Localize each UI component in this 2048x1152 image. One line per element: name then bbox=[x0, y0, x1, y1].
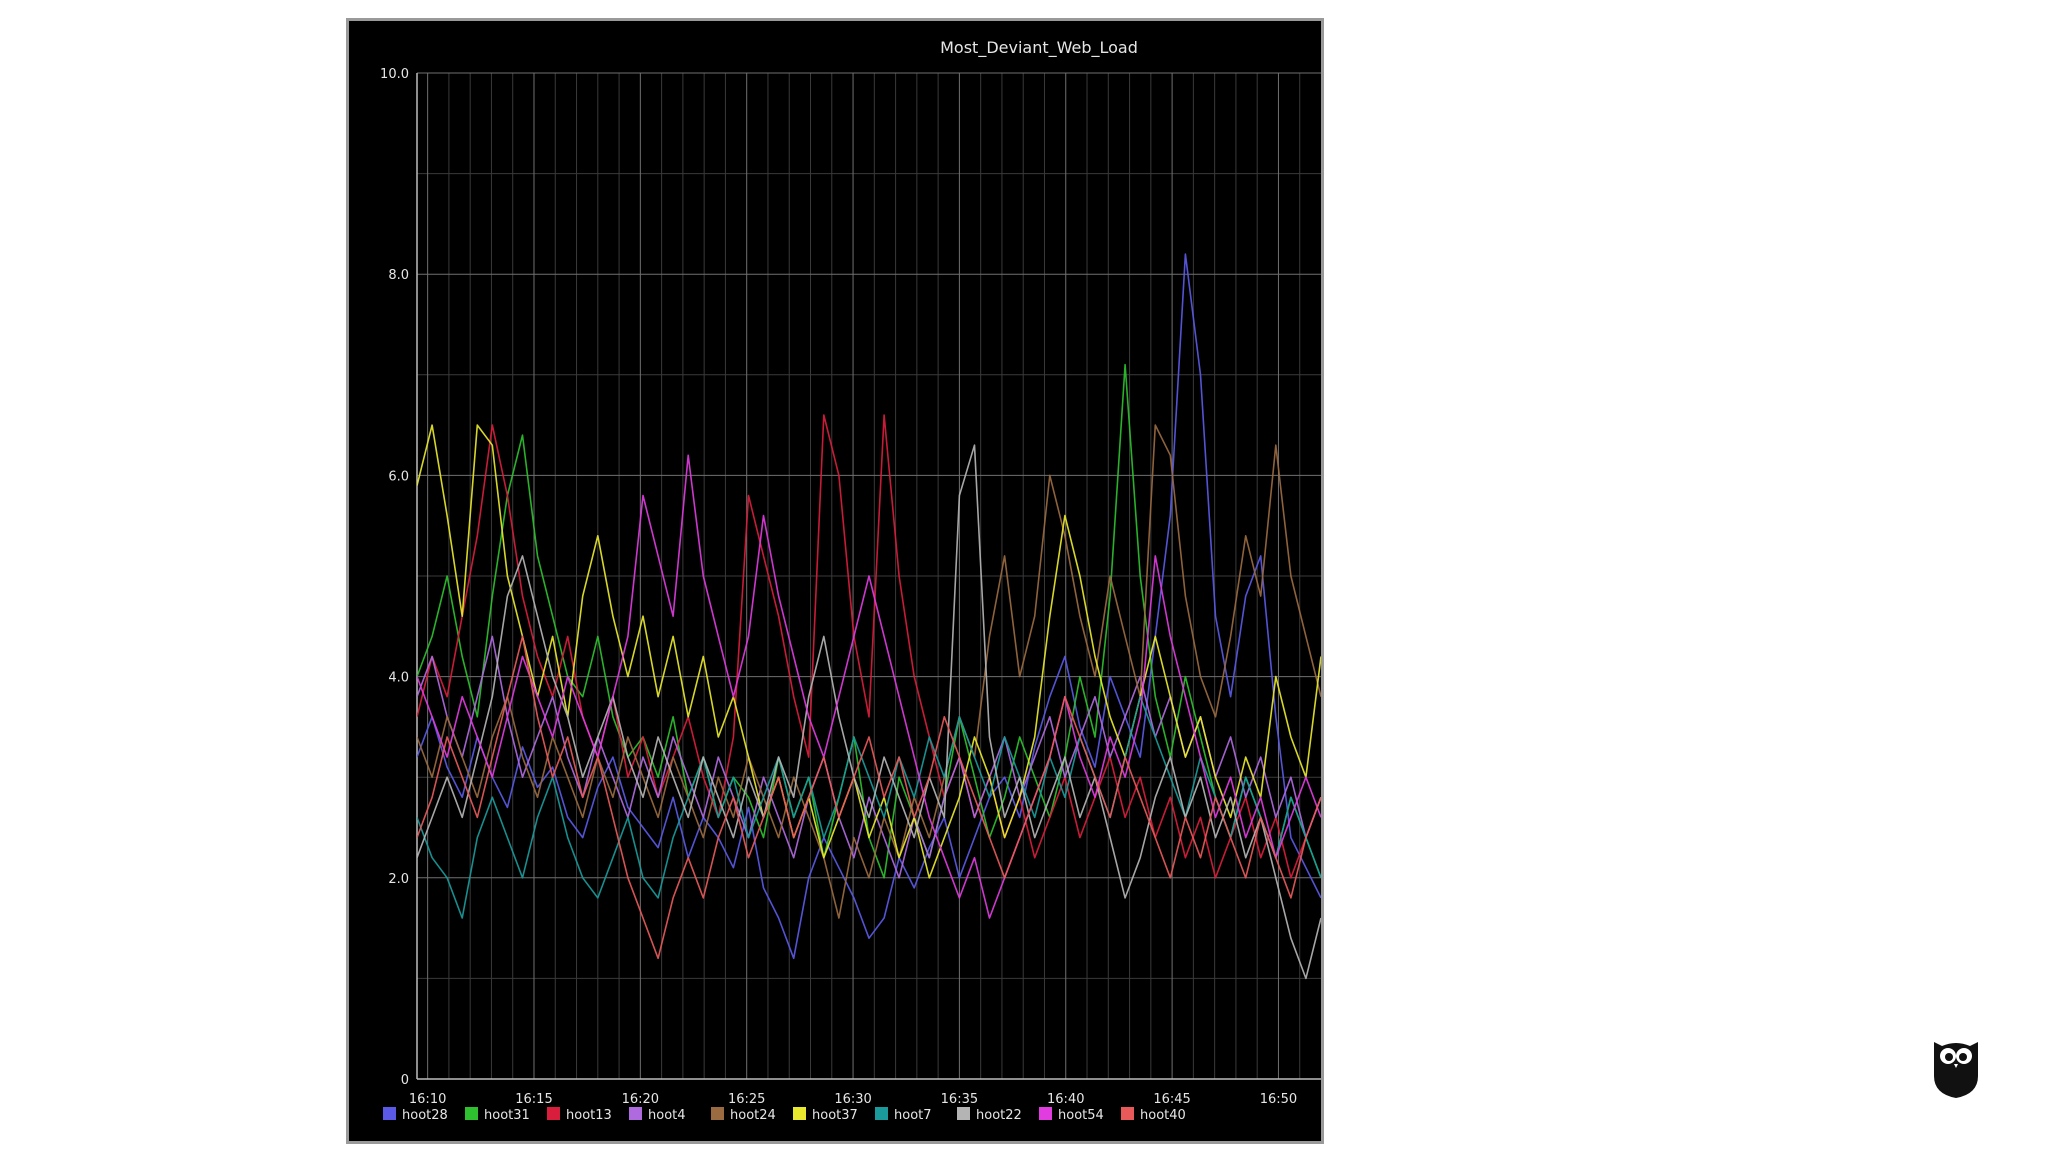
y-tick-label: 4.0 bbox=[388, 671, 409, 686]
legend-label-hoot13: hoot13 bbox=[566, 1108, 612, 1123]
legend-label-hoot28: hoot28 bbox=[402, 1108, 448, 1123]
legend-swatch-hoot37 bbox=[793, 1107, 806, 1120]
series-line-hoot24 bbox=[417, 424, 1321, 919]
legend-label-hoot24: hoot24 bbox=[730, 1108, 776, 1123]
x-tick-label: 16:10 bbox=[409, 1092, 446, 1107]
y-tick-label: 8.0 bbox=[388, 268, 409, 283]
legend-swatch-hoot13 bbox=[547, 1107, 560, 1120]
legend-swatch-hoot31 bbox=[465, 1107, 478, 1120]
x-tick-label: 16:45 bbox=[1153, 1092, 1190, 1107]
y-tick-label: 2.0 bbox=[388, 872, 409, 887]
legend-label-hoot54: hoot54 bbox=[1058, 1108, 1104, 1123]
legend-swatch-hoot54 bbox=[1039, 1107, 1052, 1120]
legend-swatch-hoot4 bbox=[629, 1107, 642, 1120]
x-tick-label: 16:40 bbox=[1047, 1092, 1084, 1107]
x-tick-label: 16:30 bbox=[834, 1092, 871, 1107]
legend-label-hoot37: hoot37 bbox=[812, 1108, 858, 1123]
x-tick-label: 16:15 bbox=[515, 1092, 552, 1107]
legend-label-hoot4: hoot4 bbox=[648, 1108, 686, 1123]
x-tick-label: 16:35 bbox=[941, 1092, 978, 1107]
y-tick-label: 6.0 bbox=[388, 469, 409, 484]
series-line-hoot37 bbox=[417, 424, 1321, 879]
legend-swatch-hoot24 bbox=[711, 1107, 724, 1120]
series-line-hoot13 bbox=[417, 414, 1321, 879]
chart-title: Most_Deviant_Web_Load bbox=[940, 38, 1138, 58]
y-tick-label: 0 bbox=[401, 1073, 409, 1088]
legend-swatch-hoot7 bbox=[875, 1107, 888, 1120]
legend-label-hoot31: hoot31 bbox=[484, 1108, 530, 1123]
x-tick-label: 16:25 bbox=[728, 1092, 765, 1107]
legend-label-hoot22: hoot22 bbox=[976, 1108, 1022, 1123]
line-chart: 0 2.0 4.0 6.0 8.0 10.0 16:10 16:15 16:20 16:25 16:… bbox=[380, 38, 1321, 1123]
y-tick-label: 10.0 bbox=[380, 67, 409, 82]
legend-swatch-hoot28 bbox=[383, 1107, 396, 1120]
x-tick-label: 16:20 bbox=[622, 1092, 659, 1107]
x-tick-label: 16:50 bbox=[1260, 1092, 1297, 1107]
owl-logo-icon bbox=[1934, 1042, 1978, 1098]
series-line-hoot40 bbox=[417, 635, 1321, 960]
legend-label-hoot40: hoot40 bbox=[1140, 1108, 1186, 1123]
series-line-hoot22 bbox=[417, 444, 1321, 980]
graph-panel: 0 2.0 4.0 6.0 8.0 10.0 16:10 16:15 16:20 16:25 16:… bbox=[346, 18, 1324, 1144]
legend-swatch-hoot40 bbox=[1121, 1107, 1134, 1120]
series-line-hoot7 bbox=[417, 695, 1321, 919]
series-line-hoot31 bbox=[417, 363, 1321, 879]
series-line-hoot28 bbox=[417, 253, 1321, 960]
legend-label-hoot7: hoot7 bbox=[894, 1108, 932, 1123]
series-line-hoot54 bbox=[417, 454, 1321, 919]
legend-swatch-hoot22 bbox=[957, 1107, 970, 1120]
